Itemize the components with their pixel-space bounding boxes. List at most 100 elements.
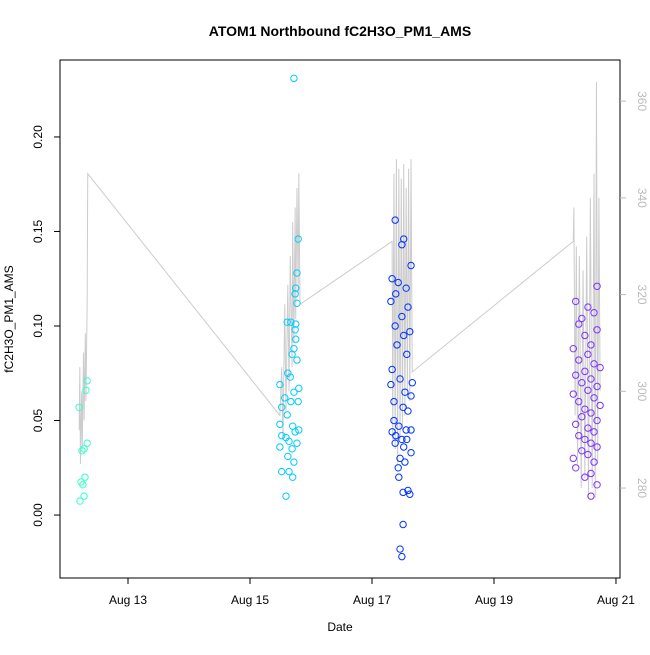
point [292,335,300,343]
point [572,371,580,379]
point [407,426,415,434]
point [83,377,91,385]
point [281,394,289,402]
point [399,403,407,411]
point [593,416,601,425]
point [406,490,414,498]
point [293,356,301,364]
point [596,363,604,372]
point [407,261,415,270]
point [593,481,601,489]
y-tick-label: 0.05 [31,409,45,433]
point [584,303,592,311]
point [293,269,301,277]
point [293,439,301,447]
point [81,473,89,481]
point [593,443,601,451]
point [587,469,595,478]
point [581,473,589,481]
point [75,403,83,411]
point [396,545,404,553]
point [590,428,598,436]
point [80,492,88,500]
point [590,309,598,317]
point [578,413,586,421]
point [392,290,400,298]
point [292,320,300,328]
point [286,373,294,381]
point [569,454,577,463]
point [578,314,586,323]
point [575,356,583,364]
point [396,375,404,383]
point [575,397,583,406]
point [82,386,90,394]
y2-tick-label: 320 [635,285,649,305]
y2-tick-label: 280 [635,478,649,498]
x-tick-label: Aug 17 [353,593,391,607]
chart-title: ATOM1 Northbound fC2H3O_PM1_AMS [209,23,471,39]
point [295,384,303,393]
point [79,481,87,489]
point [287,397,295,406]
point [407,392,415,400]
point [581,367,589,376]
point [587,439,595,447]
point [581,435,589,444]
point [572,297,580,306]
point [285,467,293,476]
point [388,428,396,436]
point [294,235,302,243]
point [401,458,409,466]
point [276,443,284,451]
y2-tick-label: 360 [635,91,649,111]
point [392,431,400,440]
point [388,275,396,283]
point [572,464,580,472]
point [402,426,410,434]
point [575,431,583,440]
point [399,488,407,497]
point [593,382,601,391]
point [587,375,595,383]
point [396,454,404,463]
plot-frame [59,59,621,579]
point [390,397,398,406]
point [276,420,284,429]
point [394,278,402,287]
point [291,290,299,298]
point [401,388,409,396]
point [569,344,577,353]
point [587,409,595,417]
point [393,341,401,349]
point [295,426,303,434]
y-tick-label: 0.10 [31,314,45,338]
point [575,320,583,328]
x-tick-label: Aug 21 [597,593,635,607]
point [398,241,406,249]
point [398,435,406,444]
x-tick-label: Aug 13 [109,593,147,607]
x-tick-label: Aug 15 [231,593,269,607]
point [578,447,586,455]
point [581,331,589,340]
point [283,411,291,419]
point [587,492,595,500]
point [394,464,402,472]
point [403,350,411,359]
point [584,450,592,459]
line [78,81,601,498]
point [398,552,406,561]
point [78,447,86,455]
y-tick-label: 0.15 [31,219,45,243]
point [584,386,592,394]
point [284,369,292,377]
point [399,520,407,529]
point [402,284,410,292]
point [596,401,604,410]
point [587,341,595,349]
point [408,379,416,387]
point [292,284,300,292]
